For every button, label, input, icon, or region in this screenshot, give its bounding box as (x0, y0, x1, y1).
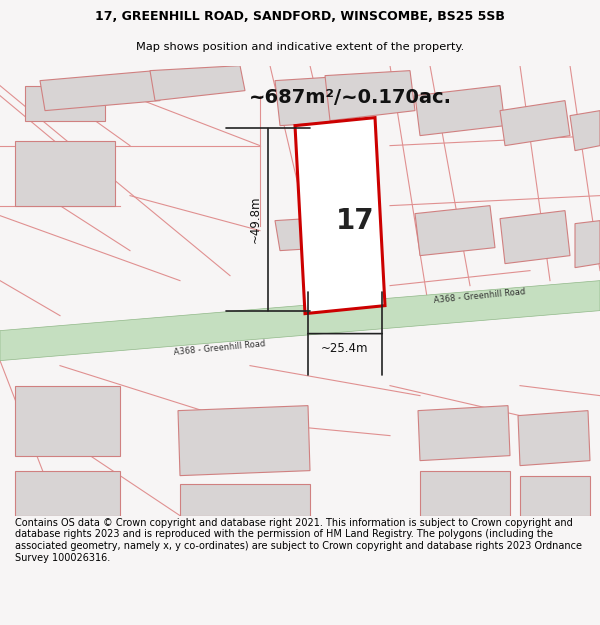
Polygon shape (520, 476, 590, 516)
Polygon shape (15, 386, 120, 456)
Text: 17, GREENHILL ROAD, SANDFORD, WINSCOMBE, BS25 5SB: 17, GREENHILL ROAD, SANDFORD, WINSCOMBE,… (95, 10, 505, 23)
Polygon shape (0, 281, 600, 361)
Polygon shape (325, 71, 415, 121)
Polygon shape (518, 411, 590, 466)
Polygon shape (418, 406, 510, 461)
Polygon shape (295, 118, 385, 314)
Text: Map shows position and indicative extent of the property.: Map shows position and indicative extent… (136, 42, 464, 52)
Text: ~687m²/~0.170ac.: ~687m²/~0.170ac. (248, 88, 452, 107)
Polygon shape (40, 71, 160, 111)
Text: A368 - Greenhill Road: A368 - Greenhill Road (434, 287, 526, 304)
Polygon shape (275, 216, 360, 251)
Polygon shape (150, 66, 245, 101)
Text: 17: 17 (335, 207, 374, 234)
Polygon shape (415, 206, 495, 256)
Text: A368 - Greenhill Road: A368 - Greenhill Road (174, 339, 266, 356)
Text: ~49.8m: ~49.8m (249, 196, 262, 243)
Polygon shape (180, 484, 310, 516)
Polygon shape (178, 406, 310, 476)
Polygon shape (15, 471, 120, 516)
Polygon shape (500, 211, 570, 264)
Text: ~25.4m: ~25.4m (321, 342, 369, 354)
Polygon shape (575, 221, 600, 268)
Polygon shape (15, 141, 115, 206)
Polygon shape (570, 111, 600, 151)
Polygon shape (415, 86, 505, 136)
Polygon shape (25, 86, 105, 121)
Polygon shape (420, 471, 510, 516)
Polygon shape (500, 101, 570, 146)
Text: Contains OS data © Crown copyright and database right 2021. This information is : Contains OS data © Crown copyright and d… (15, 518, 582, 562)
Polygon shape (275, 76, 360, 126)
